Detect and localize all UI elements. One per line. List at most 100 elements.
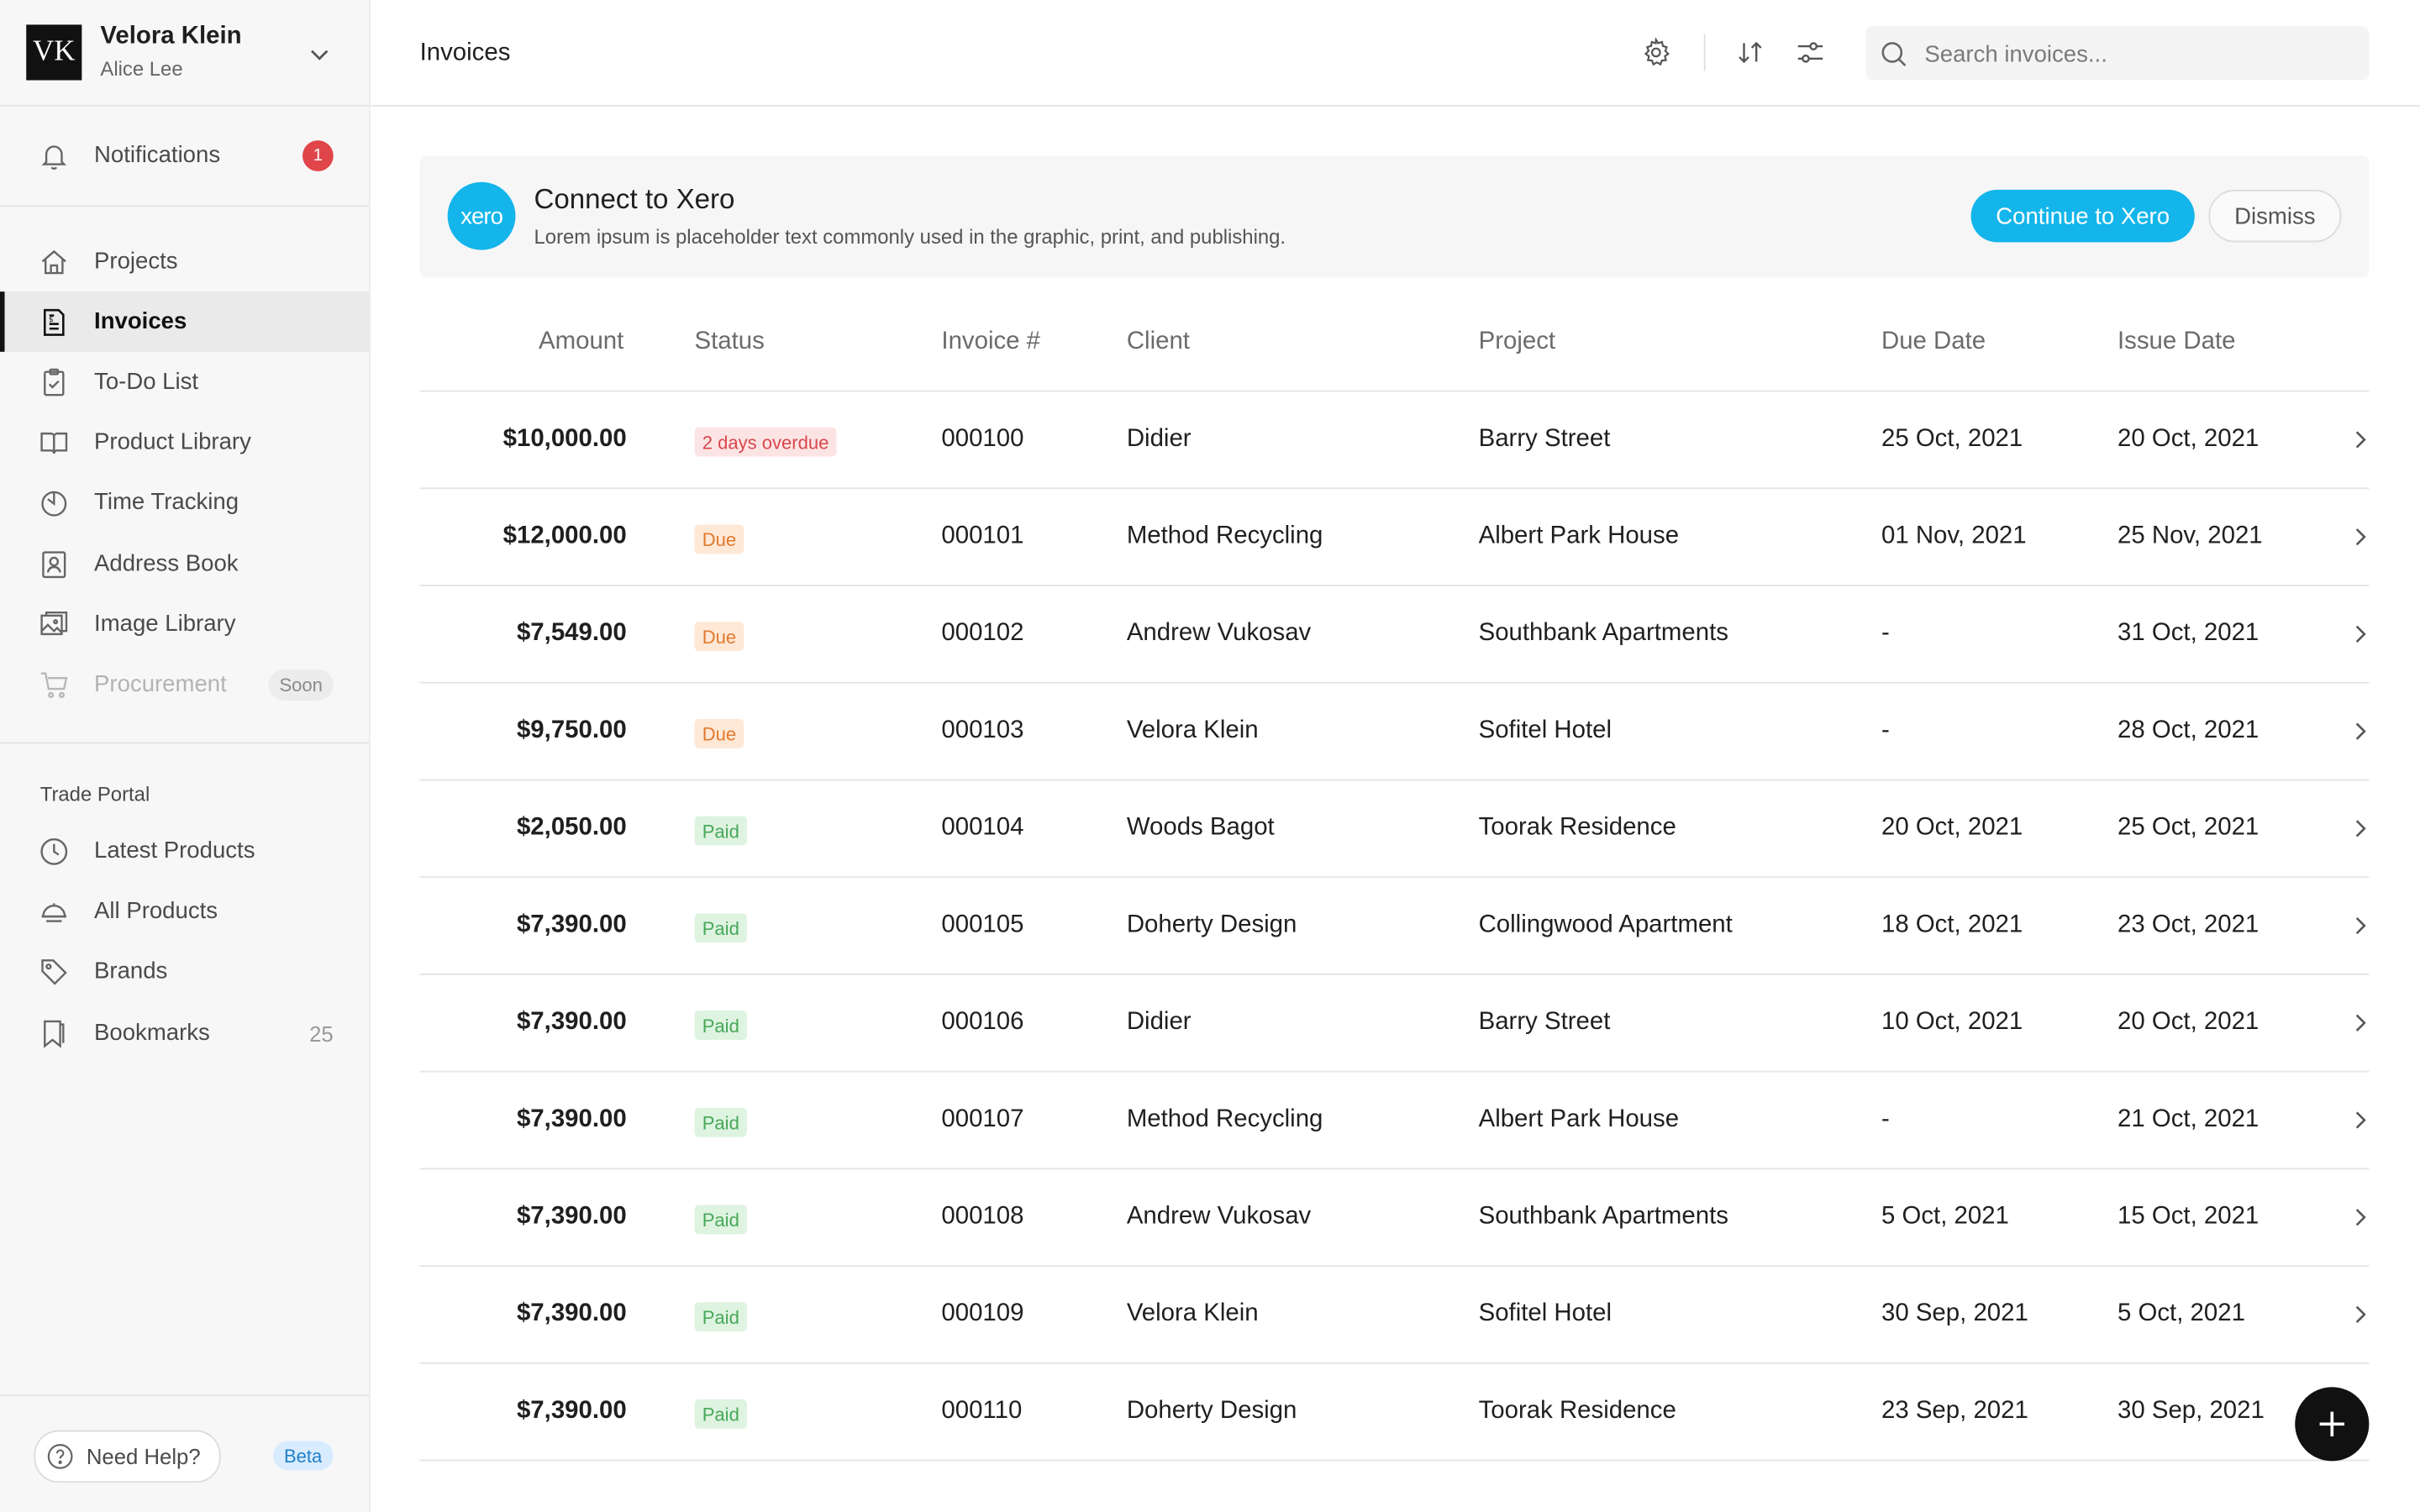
- invoice-number-cell: 000108: [941, 1203, 1024, 1230]
- due-date-cell: -: [1881, 717, 1890, 744]
- top-bar: Invoices: [370, 0, 2420, 107]
- invoice-number-cell: 000105: [941, 911, 1024, 938]
- sidebar-divider: [0, 742, 369, 744]
- table-row[interactable]: $7,390.00 Paid 000109 Velora Klein Sofitel H…: [419, 1267, 2371, 1364]
- invoice-number-cell: 000109: [941, 1300, 1024, 1327]
- column-header-project[interactable]: Project: [1478, 328, 1556, 355]
- sidebar-item-todo[interactable]: To-Do List: [0, 352, 369, 412]
- table-row[interactable]: $7,549.00 Due 000102 Andrew Vukosav Southban…: [419, 586, 2371, 684]
- sidebar-item-label: Brands: [94, 958, 168, 984]
- clock-icon: [40, 837, 68, 864]
- issue-date-cell: 30 Sep, 2021: [2117, 1398, 2265, 1425]
- chevron-right-icon[interactable]: [2349, 915, 2371, 937]
- status-badge: Paid: [694, 816, 748, 846]
- table-row[interactable]: $12,000.00 Due 000101 Method Recycling Alber…: [419, 489, 2371, 586]
- sidebar-item-product-library[interactable]: Product Library: [0, 412, 369, 472]
- column-header-issue-date[interactable]: Issue Date: [2117, 328, 2236, 355]
- table-row[interactable]: $7,390.00 Paid 000106 Didier Barry Street 10 …: [419, 975, 2371, 1073]
- column-header-due-date[interactable]: Due Date: [1881, 328, 1986, 355]
- user-name: Velora Klein: [100, 23, 242, 50]
- chevron-right-icon[interactable]: [2349, 429, 2371, 451]
- table-row[interactable]: $7,390.00 Paid 000110 Doherty Design Toorak …: [419, 1364, 2370, 1462]
- column-header-client[interactable]: Client: [1126, 328, 1190, 355]
- gear-icon[interactable]: [1640, 37, 1671, 68]
- sidebar-item-all-products[interactable]: All Products: [0, 881, 369, 942]
- svg-text:$: $: [49, 314, 54, 323]
- sidebar-item-time-tracking[interactable]: Time Tracking: [0, 472, 369, 533]
- sidebar-item-label: Address Book: [94, 550, 239, 577]
- chevron-down-icon[interactable]: [308, 42, 332, 66]
- sidebar-item-notifications[interactable]: Notifications 1: [0, 125, 369, 186]
- sort-icon[interactable]: [1734, 37, 1765, 68]
- continue-to-xero-button[interactable]: Continue to Xero: [1970, 189, 2195, 243]
- table-row[interactable]: $2,050.00 Paid 000104 Woods Bagot Toorak Res…: [419, 780, 2371, 879]
- chevron-right-icon[interactable]: [2349, 1110, 2371, 1131]
- issue-date-cell: 20 Oct, 2021: [2117, 1009, 2260, 1036]
- page-title: Invoices: [419, 39, 511, 66]
- amount-cell: $7,549.00: [516, 620, 627, 647]
- chevron-right-icon[interactable]: [2349, 721, 2371, 743]
- column-header-amount[interactable]: Amount: [539, 328, 624, 355]
- project-cell: Toorak Residence: [1478, 814, 1676, 842]
- sidebar-item-bookmarks[interactable]: Bookmarks 25: [0, 1003, 369, 1063]
- amount-cell: $7,390.00: [516, 911, 627, 938]
- sidebar-item-brands[interactable]: Brands: [0, 941, 369, 1001]
- project-cell: Southbank Apartments: [1478, 620, 1728, 647]
- sidebar: VK Velora Klein Alice Lee Notifications …: [0, 0, 371, 1512]
- help-circle-icon: [47, 1443, 73, 1469]
- issue-date-cell: 23 Oct, 2021: [2117, 911, 2260, 938]
- invoices-table: Amount Status Invoice # Client Project D…: [419, 293, 2371, 1462]
- sidebar-item-label: Time Tracking: [94, 489, 239, 516]
- plus-icon: [2319, 1411, 2344, 1436]
- notifications-section: Notifications 1: [0, 107, 369, 207]
- table-row[interactable]: $7,390.00 Paid 000107 Method Recycling Alber…: [419, 1073, 2371, 1170]
- sidebar-item-label: All Products: [94, 897, 218, 925]
- dismiss-button[interactable]: Dismiss: [2208, 189, 2342, 243]
- table-row[interactable]: $7,390.00 Paid 000105 Doherty Design Colling…: [419, 878, 2371, 975]
- sidebar-item-latest-products[interactable]: Latest Products: [0, 821, 369, 881]
- need-help-button[interactable]: Need Help?: [34, 1430, 221, 1483]
- table-row[interactable]: $9,750.00 Due 000103 Velora Klein Sofitel Ho…: [419, 684, 2371, 781]
- client-cell: Velora Klein: [1126, 717, 1259, 744]
- filter-sliders-icon[interactable]: [1795, 37, 1826, 68]
- amount-cell: $7,390.00: [516, 1300, 627, 1327]
- chevron-right-icon[interactable]: [2349, 526, 2371, 548]
- chevron-right-icon[interactable]: [2349, 1304, 2371, 1326]
- table-row[interactable]: $10,000.00 2 days overdue 000100 Didier Barr…: [419, 392, 2371, 490]
- trade-portal-heading: Trade Portal: [39, 782, 150, 806]
- search-box[interactable]: [1865, 26, 2370, 84]
- column-header-invoice-number[interactable]: Invoice #: [941, 328, 1041, 355]
- clipboard-check-icon: [44, 367, 65, 396]
- sidebar-item-invoices[interactable]: $ Invoices: [0, 291, 369, 352]
- column-header-status[interactable]: Status: [694, 328, 765, 355]
- account-switcher[interactable]: VK Velora Klein Alice Lee: [0, 0, 369, 107]
- amount-cell: $10,000.00: [502, 425, 627, 453]
- sidebar-item-procurement: Procurement Soon: [0, 654, 369, 715]
- sidebar-item-image-library[interactable]: Image Library: [0, 594, 369, 654]
- invoice-number-cell: 000110: [941, 1398, 1023, 1425]
- chevron-right-icon[interactable]: [2349, 1206, 2371, 1228]
- sidebar-item-address-book[interactable]: Address Book: [0, 534, 369, 595]
- project-cell: Barry Street: [1478, 425, 1611, 453]
- tag-icon: [41, 958, 67, 984]
- project-cell: Albert Park House: [1478, 522, 1680, 549]
- add-invoice-button[interactable]: [2295, 1387, 2370, 1462]
- status-badge: Paid: [694, 1399, 748, 1429]
- chevron-right-icon[interactable]: [2349, 817, 2371, 839]
- table-row[interactable]: $7,390.00 Paid 000108 Andrew Vukosav Southba…: [419, 1169, 2371, 1267]
- sidebar-item-projects[interactable]: Projects: [0, 232, 369, 292]
- notifications-label: Notifications: [94, 141, 221, 169]
- status-badge: Paid: [694, 913, 748, 943]
- client-cell: Method Recycling: [1126, 522, 1323, 549]
- invoice-number-cell: 000107: [941, 1105, 1024, 1133]
- amount-cell: $7,390.00: [516, 1398, 627, 1425]
- invoice-number-cell: 000101: [941, 522, 1024, 549]
- search-input[interactable]: [1921, 26, 2360, 84]
- client-cell: Method Recycling: [1126, 1105, 1323, 1133]
- chevron-right-icon[interactable]: [2349, 1012, 2371, 1034]
- issue-date-cell: 5 Oct, 2021: [2117, 1300, 2245, 1327]
- chevron-right-icon[interactable]: [2349, 623, 2371, 645]
- client-cell: Velora Klein: [1126, 1300, 1259, 1327]
- client-cell: Doherty Design: [1126, 911, 1297, 938]
- sidebar-item-label: Image Library: [94, 611, 236, 638]
